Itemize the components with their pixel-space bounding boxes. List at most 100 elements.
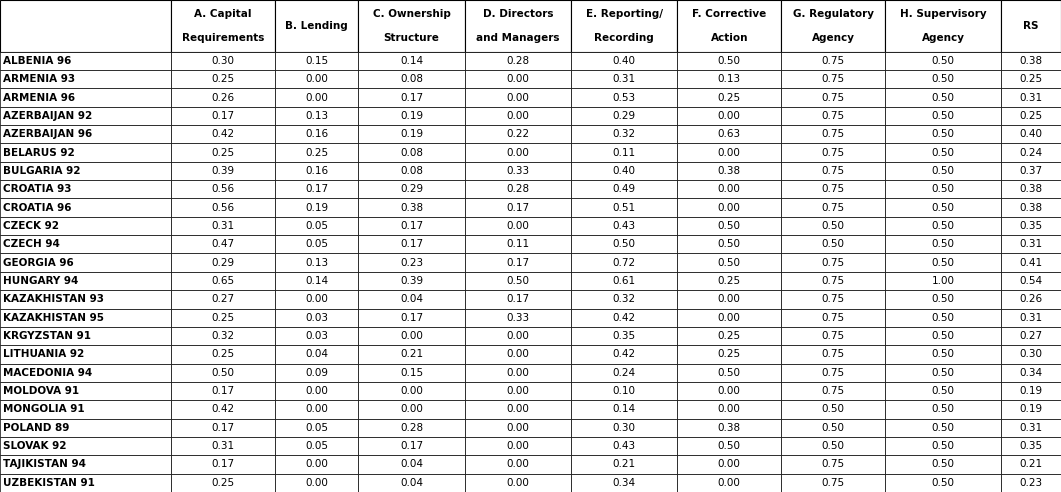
Bar — [171, 162, 275, 180]
Text: 0.14: 0.14 — [612, 404, 636, 414]
Bar — [1001, 198, 1061, 217]
Bar — [275, 419, 359, 437]
Bar — [359, 162, 465, 180]
Bar — [885, 419, 1001, 437]
Bar — [571, 253, 677, 272]
Text: 0.00: 0.00 — [306, 404, 328, 414]
Bar — [571, 364, 677, 382]
Bar — [677, 235, 781, 253]
Bar — [781, 125, 885, 143]
Bar — [275, 474, 359, 492]
Text: 0.17: 0.17 — [306, 184, 328, 194]
Text: 0.50: 0.50 — [718, 258, 741, 268]
Text: 0.61: 0.61 — [612, 276, 636, 286]
Bar — [465, 125, 571, 143]
Text: 0.32: 0.32 — [211, 331, 234, 341]
Text: 0.75: 0.75 — [822, 148, 845, 157]
Text: UZBEKISTAN 91: UZBEKISTAN 91 — [3, 478, 95, 488]
Bar — [677, 70, 781, 89]
Bar — [781, 364, 885, 382]
Bar — [677, 400, 781, 419]
Text: CROATIA 93: CROATIA 93 — [3, 184, 72, 194]
Bar — [465, 474, 571, 492]
Text: ALBENIA 96: ALBENIA 96 — [3, 56, 71, 66]
Bar — [171, 382, 275, 400]
Text: 0.50: 0.50 — [718, 368, 741, 378]
Bar — [171, 272, 275, 290]
Text: 0.27: 0.27 — [211, 294, 234, 305]
Text: MOLDOVA 91: MOLDOVA 91 — [3, 386, 80, 396]
Text: 0.00: 0.00 — [306, 294, 328, 305]
Bar — [359, 345, 465, 364]
Bar — [781, 52, 885, 70]
Bar — [1001, 345, 1061, 364]
Text: 0.17: 0.17 — [211, 386, 234, 396]
Bar — [171, 400, 275, 419]
Text: KAZAKHISTAN 93: KAZAKHISTAN 93 — [3, 294, 104, 305]
Text: 0.28: 0.28 — [506, 184, 529, 194]
Text: 0.14: 0.14 — [306, 276, 328, 286]
Bar — [171, 198, 275, 217]
Bar — [359, 125, 465, 143]
Bar — [275, 327, 359, 345]
Text: 0.16: 0.16 — [306, 129, 328, 139]
Bar — [781, 272, 885, 290]
Bar — [0, 198, 171, 217]
Text: MACEDONIA 94: MACEDONIA 94 — [3, 368, 92, 378]
Text: 0.29: 0.29 — [400, 184, 423, 194]
Text: 0.00: 0.00 — [306, 386, 328, 396]
Bar — [465, 290, 571, 308]
Bar — [677, 89, 781, 107]
Bar — [781, 89, 885, 107]
Bar — [465, 400, 571, 419]
Text: 0.25: 0.25 — [211, 313, 234, 323]
Text: 0.00: 0.00 — [506, 460, 529, 469]
Text: 0.50: 0.50 — [822, 441, 845, 451]
Bar — [0, 400, 171, 419]
Text: 0.38: 0.38 — [1020, 184, 1043, 194]
Bar — [275, 0, 359, 52]
Bar — [0, 364, 171, 382]
Bar — [0, 217, 171, 235]
Text: 0.19: 0.19 — [400, 129, 423, 139]
Bar — [275, 180, 359, 198]
Text: 0.17: 0.17 — [400, 92, 423, 102]
Bar — [275, 125, 359, 143]
Bar — [571, 345, 677, 364]
Bar — [0, 382, 171, 400]
Text: KAZAKHISTAN 95: KAZAKHISTAN 95 — [3, 313, 104, 323]
Text: 0.33: 0.33 — [506, 166, 529, 176]
Bar — [1001, 70, 1061, 89]
Bar — [171, 125, 275, 143]
Bar — [275, 455, 359, 474]
Text: Recording: Recording — [594, 32, 654, 43]
Text: CROATIA 96: CROATIA 96 — [3, 203, 72, 213]
Text: 0.11: 0.11 — [612, 148, 636, 157]
Text: 0.65: 0.65 — [211, 276, 234, 286]
Bar — [1001, 455, 1061, 474]
Text: 0.00: 0.00 — [718, 313, 741, 323]
Bar — [359, 272, 465, 290]
Text: 0.15: 0.15 — [306, 56, 328, 66]
Bar — [781, 382, 885, 400]
Text: 0.17: 0.17 — [506, 294, 529, 305]
Bar — [359, 143, 465, 162]
Bar — [465, 143, 571, 162]
Text: TAJIKISTAN 94: TAJIKISTAN 94 — [3, 460, 86, 469]
Text: 0.42: 0.42 — [612, 313, 636, 323]
Bar — [275, 345, 359, 364]
Bar — [885, 70, 1001, 89]
Bar — [885, 217, 1001, 235]
Text: 0.05: 0.05 — [306, 423, 328, 433]
Bar — [571, 419, 677, 437]
Text: 0.00: 0.00 — [718, 203, 741, 213]
Bar — [359, 89, 465, 107]
Text: 0.10: 0.10 — [612, 386, 636, 396]
Bar — [781, 419, 885, 437]
Bar — [465, 437, 571, 455]
Text: 0.19: 0.19 — [1020, 404, 1043, 414]
Bar — [677, 180, 781, 198]
Bar — [171, 0, 275, 52]
Text: 0.29: 0.29 — [612, 111, 636, 121]
Bar — [571, 290, 677, 308]
